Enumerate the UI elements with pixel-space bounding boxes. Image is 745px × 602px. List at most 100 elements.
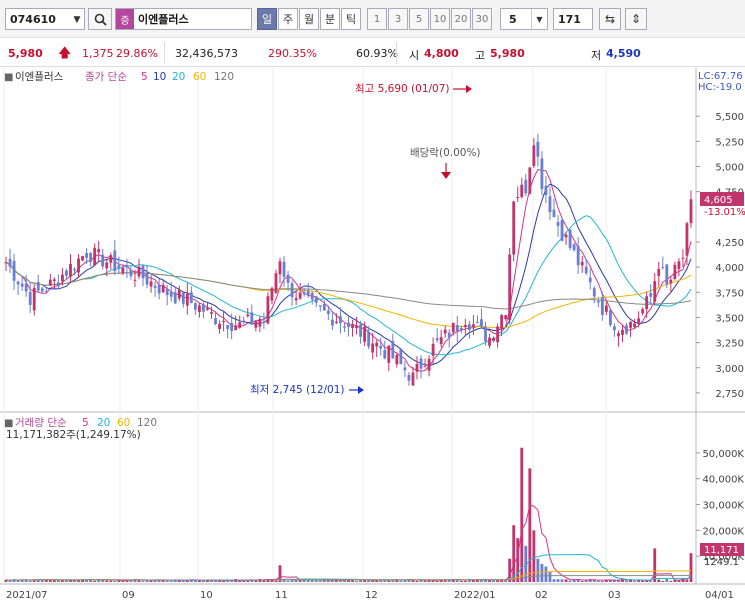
price-axis-label: 4,250 (715, 238, 744, 249)
ma-line-120 (5, 261, 692, 310)
volume-bar (302, 579, 306, 582)
high-price: 5,980 (490, 47, 525, 60)
candle-body (198, 305, 201, 312)
candle-body (633, 323, 636, 328)
candle-body (339, 316, 342, 324)
volume-bar (443, 579, 447, 582)
volume-bar (254, 580, 258, 582)
volume-bar (625, 580, 628, 582)
volume-bar (226, 580, 230, 582)
volume-bar (206, 580, 209, 582)
candle-body (290, 283, 294, 298)
volume-bar (230, 580, 234, 582)
volume-bar (129, 580, 133, 582)
volume-bar (528, 468, 532, 582)
volume-bar (492, 580, 495, 582)
candle-body (113, 250, 117, 271)
volume-bar (463, 580, 467, 582)
candle-body (556, 222, 560, 226)
volume-bar (391, 579, 395, 582)
volume-bar (145, 580, 149, 582)
volume-bar (367, 580, 371, 582)
candle-body (210, 312, 213, 314)
candle-body (56, 282, 60, 287)
volume-bar (641, 580, 645, 582)
candle-body (467, 324, 471, 330)
volume-bar (540, 563, 544, 582)
volume-bar (8, 580, 12, 582)
candle-body (141, 265, 145, 279)
candle-body (403, 367, 407, 371)
expand-vertical-button[interactable]: ⇕ (625, 8, 647, 30)
interval-10-button[interactable]: 10 (430, 8, 450, 30)
volume-bar (600, 580, 604, 582)
candle-body (234, 325, 238, 331)
volume-bar (584, 580, 588, 582)
volume-bar (633, 580, 636, 582)
candle-body (411, 372, 415, 386)
candle-body (617, 333, 620, 337)
candle-body (44, 291, 48, 293)
candle-body (32, 287, 36, 311)
volume-bar (488, 580, 491, 582)
volume-legend-label: 거래량 단순 (15, 417, 67, 429)
volume-bar (407, 579, 411, 582)
candle-body (330, 319, 334, 326)
dividend-arrow-icon (441, 172, 451, 179)
candle-body (399, 348, 403, 365)
volume-bar (274, 580, 278, 582)
candle-body (218, 323, 221, 330)
expand-horizontal-button[interactable]: ⇆ (599, 8, 621, 30)
low-annotation: 최저 2,745 (12/01) (250, 384, 345, 396)
period-minute-button[interactable]: 분 (320, 8, 340, 30)
candle-body (665, 264, 669, 285)
candle-body (552, 209, 556, 218)
code-dropdown-icon[interactable]: ▼ (73, 15, 81, 25)
candle-body (355, 325, 358, 329)
price-change-pct: 29.86% (116, 47, 158, 60)
period-tick-button[interactable]: 틱 (341, 8, 361, 30)
candle-body (532, 145, 536, 166)
interval-1-button[interactable]: 1 (367, 8, 387, 30)
period-week-button[interactable]: 주 (278, 8, 298, 30)
candle-body (673, 264, 677, 279)
volume-bar (427, 580, 431, 582)
candle-body (258, 318, 262, 327)
candle-body (8, 258, 12, 267)
candle-body (326, 310, 330, 314)
volume-bar (524, 545, 528, 582)
count-value: 171 (558, 12, 581, 26)
candle-body (343, 326, 346, 328)
interval-select[interactable]: 5 ▼ (500, 8, 548, 30)
interval-5-button[interactable]: 5 (409, 8, 429, 30)
volume-bar (645, 579, 649, 582)
volume-bar (669, 580, 673, 582)
interval-30-button[interactable]: 30 (472, 8, 492, 30)
vma5-legend: 5 (82, 417, 89, 429)
volume-bar (548, 571, 552, 582)
volume-bar (73, 580, 76, 582)
volume-bar (282, 579, 286, 582)
volume-bar (588, 579, 592, 582)
volume-bar (198, 580, 201, 582)
interval-20-button[interactable]: 20 (451, 8, 471, 30)
period-month-button[interactable]: 월 (299, 8, 319, 30)
volume-bar (310, 579, 314, 582)
volume-bar (125, 579, 129, 582)
high-arrow-icon (466, 85, 472, 93)
ma60-legend: 60 (193, 71, 206, 83)
volume-bar (294, 579, 298, 582)
volume-bar (467, 579, 471, 582)
period-day-button[interactable]: 일 (257, 8, 277, 30)
candle-body (157, 284, 161, 294)
chart-area[interactable]: ■ 이엔플러스 종가 단순 5 10 20 60 120 LC:67.76 HC… (0, 68, 745, 602)
price-axis-label: 3,750 (715, 288, 744, 299)
search-button[interactable] (88, 8, 112, 30)
candle-body (512, 201, 516, 255)
stock-chart[interactable]: ■ 이엔플러스 종가 단순 5 10 20 60 120 LC:67.76 HC… (0, 68, 745, 602)
stock-code-input[interactable]: 074610 (5, 8, 85, 30)
count-input[interactable]: 171 (553, 8, 593, 30)
interval-3-button[interactable]: 3 (388, 8, 408, 30)
candle-body (121, 267, 125, 274)
volume-bar (326, 580, 330, 582)
